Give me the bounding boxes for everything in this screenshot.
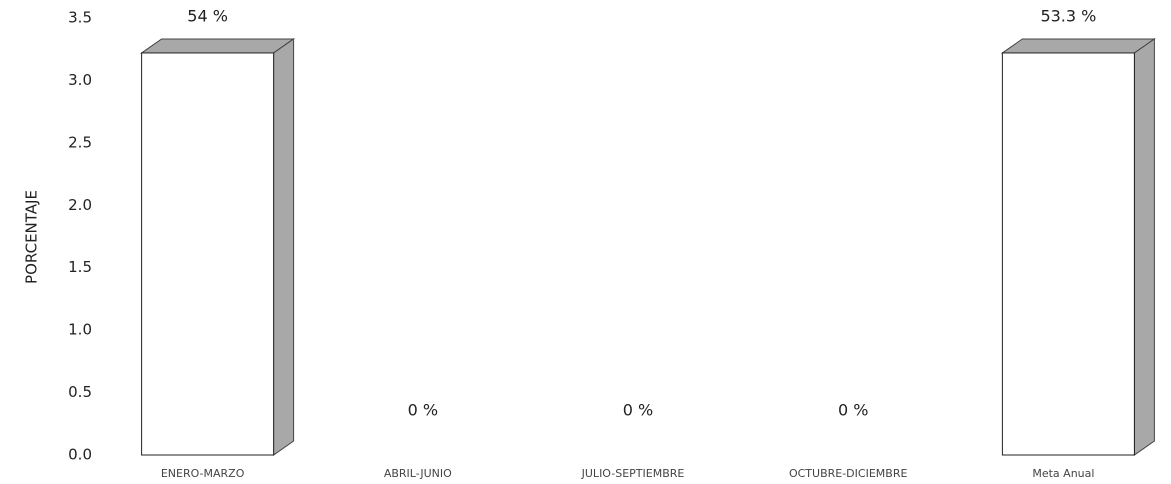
y-tick-label: 2.0 [68, 196, 92, 214]
x-tick-label: JULIO-SEPTIEMBRE [581, 467, 685, 480]
bar-front [1001, 52, 1135, 456]
bar-top [140, 38, 296, 54]
y-tick-label: 0.5 [68, 383, 92, 401]
bar-side [1133, 37, 1155, 456]
x-tick-label: OCTUBRE-DICIEMBRE [789, 467, 907, 480]
y-axis-title: PORCENTAJE [23, 190, 41, 284]
y-tick-label: 2.5 [68, 133, 92, 151]
data-label: 0 % [408, 401, 438, 420]
bar-top [1000, 38, 1156, 54]
x-tick-label: Meta Anual [1032, 467, 1094, 480]
y-tick-label: 0.0 [68, 446, 92, 464]
y-tick-label: 1.5 [68, 258, 92, 276]
x-tick-label: ABRIL-JUNIO [384, 467, 452, 480]
bar [140, 37, 296, 456]
data-label: 0 % [623, 401, 653, 420]
y-tick-label: 1.0 [68, 321, 92, 339]
data-label: 53.3 % [1040, 6, 1096, 25]
y-tick-label: 3.0 [68, 71, 92, 89]
data-label: 54 % [187, 6, 228, 25]
y-tick-label: 3.5 [68, 9, 92, 27]
bar-side [273, 37, 295, 456]
data-label: 0 % [838, 401, 868, 420]
x-tick-label: ENERO-MARZO [161, 467, 245, 480]
bar [1000, 37, 1156, 456]
bar-front [141, 52, 275, 456]
